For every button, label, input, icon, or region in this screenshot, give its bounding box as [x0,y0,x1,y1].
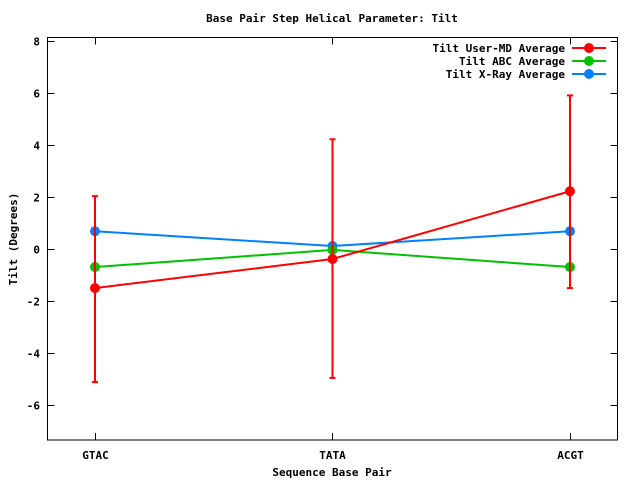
y-tick-label: 4 [33,140,40,153]
x-axis-label: Sequence Base Pair [272,466,392,479]
data-point [327,254,338,265]
chart-title: Base Pair Step Helical Parameter: Tilt [206,12,458,25]
legend-label: Tilt ABC Average [459,55,565,68]
data-point [90,283,100,294]
legend-marker [584,56,594,66]
y-tick-label: 0 [33,244,40,257]
y-tick-label: 6 [33,88,40,101]
legend-marker [584,43,594,53]
y-tick-label: -2 [27,296,40,309]
legend-marker [584,69,594,79]
y-tick-label: 8 [33,36,40,49]
legend-label: Tilt User-MD Average [433,42,566,55]
y-tick-label: -6 [27,400,41,413]
x-tick-label: TATA [319,449,346,462]
legend-label: Tilt X-Ray Average [446,68,566,81]
x-tick-label: ACGT [557,449,584,462]
y-tick-label: 2 [33,192,40,205]
y-axis-label: Tilt (Degrees) [7,193,20,286]
y-tick-label: -4 [27,348,41,361]
x-tick-label: GTAC [82,449,109,462]
data-point [565,186,575,197]
